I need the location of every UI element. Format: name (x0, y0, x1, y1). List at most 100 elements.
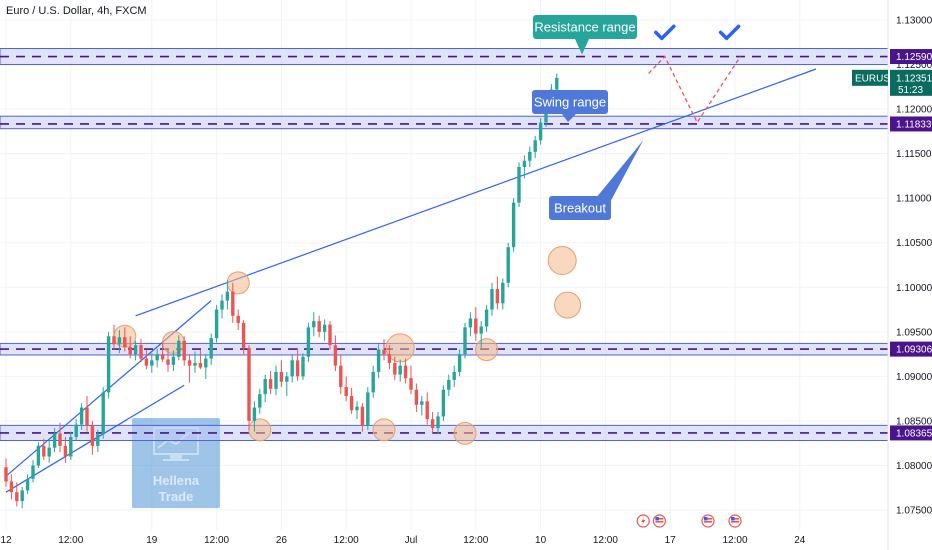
y-tick-label-11: 1.07500 (896, 506, 932, 517)
candle-41 (225, 280, 230, 310)
candle-12 (69, 431, 73, 461)
y-tick-label-7: 1.09500 (896, 327, 932, 338)
x-tick-label-11: 12:00 (722, 535, 747, 546)
candle-body-3 (20, 490, 24, 502)
candle-body-54 (295, 360, 300, 377)
candle-85 (463, 322, 467, 359)
chart-title: Euro / U.S. Dollar, 4h, FXCM (6, 5, 147, 17)
candle-61 (333, 335, 338, 372)
candle-body-60 (328, 324, 332, 346)
candle-97 (528, 146, 532, 167)
highlight-circle-9 (554, 291, 582, 319)
candle-body-95 (517, 167, 521, 203)
candle-body-68 (371, 371, 375, 393)
y-tick-label-4: 1.11000 (896, 194, 932, 205)
candle-body-47 (258, 394, 262, 408)
candle-30 (166, 349, 170, 372)
candle-body-6 (36, 445, 41, 466)
breakout-callout-pointer (596, 140, 644, 206)
candle-body-58 (317, 321, 321, 332)
candle-body-34 (187, 360, 192, 366)
candle-79 (430, 412, 435, 434)
x-tick-label-2: 19 (146, 535, 158, 546)
candle-body-23 (128, 346, 132, 355)
candle-body-29 (160, 354, 165, 360)
candle-body-2 (15, 492, 19, 502)
candle-body-69 (376, 349, 381, 372)
candle-29 (160, 342, 165, 363)
candle-body-20 (112, 336, 116, 345)
y-tick-label-9: 1.08500 (896, 416, 932, 427)
candle-11 (63, 436, 68, 463)
current-price-label: 1.12351 (896, 73, 932, 84)
y-tick-label-3: 1.11500 (896, 149, 932, 160)
us-flag-icon-2[interactable] (701, 514, 715, 528)
zone-price-tag-label-3: 1.08365 (896, 428, 932, 439)
candle-body-98 (533, 140, 537, 152)
candle-body-38 (209, 338, 213, 359)
x-tick-label-6: Jul (405, 535, 418, 546)
candle-81 (441, 385, 446, 421)
candle-13 (74, 419, 78, 441)
candle-23 (128, 336, 132, 359)
candle-body-66 (360, 406, 365, 426)
candle-body-89 (484, 309, 489, 327)
candle-9 (52, 428, 57, 453)
x-tick-label-9: 12:00 (593, 535, 618, 546)
candle-91 (495, 276, 500, 310)
flag-stripe-a-1 (655, 518, 664, 520)
candle-body-35 (193, 363, 197, 366)
candle-64 (349, 387, 354, 414)
candle-28 (155, 348, 159, 368)
highlight-circle-7 (475, 338, 499, 362)
x-tick-label-0: 12 (0, 535, 12, 546)
candle-body-9 (52, 433, 57, 448)
candle-body-45 (247, 347, 251, 421)
candle-90 (490, 282, 494, 316)
candle-88 (479, 321, 483, 348)
candle-body-39 (214, 309, 219, 339)
x-tick-label-1: 12:00 (58, 535, 83, 546)
candle-40 (220, 294, 224, 319)
candle-body-19 (106, 336, 111, 393)
highlight-circle-4 (372, 418, 396, 442)
earnings-bolt-icon-0[interactable] (636, 514, 650, 528)
candle-78 (425, 392, 429, 425)
candle-body-27 (150, 360, 154, 366)
candle-14 (79, 403, 84, 430)
candle-body-49 (268, 379, 273, 389)
candle-body-96 (522, 160, 527, 167)
candle-body-97 (528, 151, 532, 161)
x-tick-label-5: 12:00 (334, 535, 359, 546)
candle-body-43 (236, 315, 240, 323)
candle-body-21 (117, 337, 122, 345)
us-flag-icon-3[interactable] (728, 514, 742, 528)
candle-body-48 (263, 379, 267, 395)
candle-body-67 (366, 392, 370, 426)
candle-65 (355, 401, 359, 420)
breakout-callout: Breakout (549, 140, 644, 220)
candle-8 (47, 440, 51, 463)
candle-19 (106, 331, 111, 399)
candle-4 (25, 474, 30, 494)
zone-price-tag-label-1: 1.11833 (896, 119, 932, 130)
candle-93 (506, 242, 510, 288)
candle-22 (123, 327, 127, 352)
zone-price-tag-1 (890, 116, 932, 132)
candle-body-65 (355, 406, 359, 411)
candle-38 (209, 333, 213, 365)
watermark-line1: Hellena (153, 473, 200, 488)
candle-31 (171, 350, 176, 372)
candle-71 (387, 345, 392, 370)
candle-80 (436, 412, 440, 435)
candle-body-86 (468, 318, 473, 328)
candle-20 (112, 324, 116, 350)
candle-body-88 (479, 326, 483, 334)
candle-body-12 (69, 436, 73, 457)
candle-54 (295, 347, 300, 381)
candle-body-5 (31, 465, 35, 479)
candle-67 (366, 387, 370, 430)
us-flag-icon-1[interactable] (652, 514, 667, 528)
